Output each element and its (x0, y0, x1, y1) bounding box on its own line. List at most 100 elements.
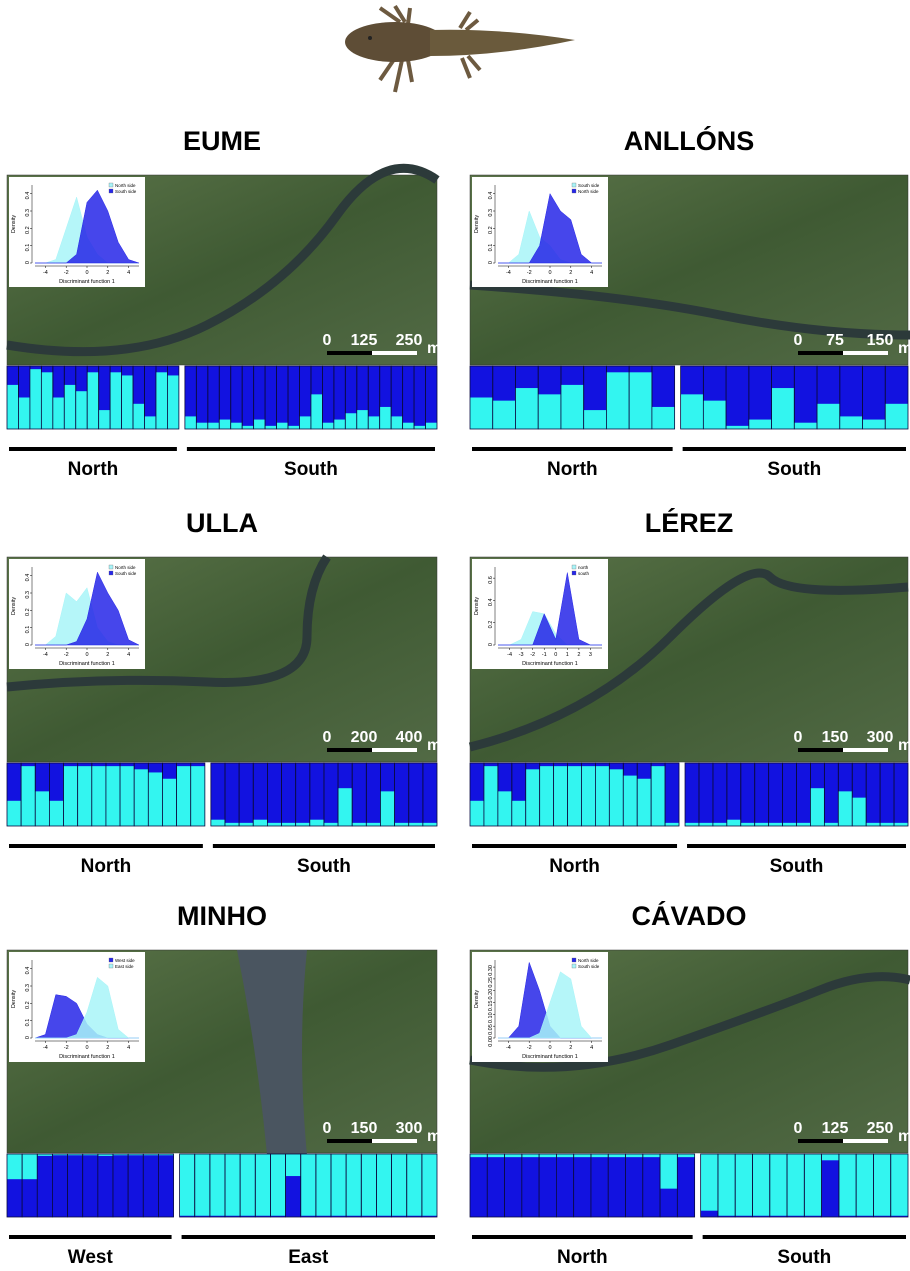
x-tick-label: -2 (64, 1045, 69, 1051)
bar (852, 798, 866, 826)
bar (265, 426, 276, 429)
scale-bar-black (798, 1139, 843, 1143)
y-tick-label: 0.20 (488, 989, 494, 1000)
bar (7, 801, 21, 826)
scale-label: 0 (794, 1120, 803, 1137)
y-tick-label: 0 (488, 261, 494, 264)
bar (493, 401, 516, 429)
scale-label: 0 (794, 729, 803, 746)
panel-title: MINHO (177, 901, 267, 931)
y-tick-label: 0.4 (25, 192, 31, 200)
bar (522, 1157, 539, 1217)
legend-label: South side (578, 964, 600, 969)
legend-swatch (572, 571, 576, 575)
bar (660, 1189, 677, 1217)
y-tick-label: 0.3 (25, 209, 31, 217)
scale-label: 250 (867, 1120, 894, 1137)
page: {"panels": [ {"title": "EUME", "scale_la… (0, 0, 910, 1271)
legend-label: south (578, 571, 590, 576)
group-label: East (288, 1247, 329, 1266)
bar (366, 823, 380, 826)
group-label: South (767, 459, 821, 480)
x-tick-label: -2 (527, 1045, 532, 1051)
bar (310, 820, 324, 826)
bar (299, 416, 310, 429)
y-tick-label: 0.6 (488, 576, 494, 584)
bar (426, 423, 437, 429)
bar (41, 372, 52, 429)
bar (515, 388, 538, 429)
group-underline (182, 1235, 435, 1239)
bar (277, 423, 288, 429)
bar (324, 823, 338, 826)
x-tick-label: -2 (527, 270, 532, 276)
group-label: North (547, 459, 598, 480)
scale-bar-black (327, 748, 372, 752)
bar (395, 823, 409, 826)
bar (470, 1157, 487, 1217)
bar (380, 791, 394, 826)
y-tick-label: 0.2 (488, 621, 494, 629)
scale-label: 300 (867, 729, 894, 746)
scale-bar-black (327, 1139, 372, 1143)
x-tick-label: -4 (507, 652, 512, 658)
scale-label: 125 (351, 332, 378, 349)
bar (219, 420, 230, 429)
bar (231, 423, 242, 429)
bar (703, 401, 726, 429)
bar (581, 766, 595, 826)
scale-bar-white (843, 351, 888, 355)
y-axis-label: Density (11, 597, 17, 616)
bar (120, 766, 134, 826)
bar (797, 823, 811, 826)
y-tick-label: 0.00 (488, 1036, 494, 1047)
bar (21, 766, 35, 826)
legend-swatch (572, 565, 576, 569)
bar (414, 426, 425, 429)
y-tick-label: 0.15 (488, 1001, 494, 1012)
legend-swatch (109, 958, 113, 962)
x-tick-label: 2 (577, 652, 580, 658)
y-tick-label: 0.1 (25, 1019, 31, 1027)
bar (7, 1179, 22, 1217)
bar (885, 404, 908, 429)
bar (334, 420, 345, 429)
y-axis-label: Density (11, 990, 17, 1009)
bar (772, 388, 795, 429)
panel-title: EUME (183, 126, 261, 156)
bar (352, 823, 366, 826)
bar (49, 801, 63, 826)
panel-title: CÁVADO (631, 900, 746, 931)
scale-label: 0 (323, 332, 332, 349)
group-background (180, 1154, 437, 1217)
bar (409, 823, 423, 826)
scale-label: 200 (351, 729, 378, 746)
y-tick-label: 0.4 (25, 574, 31, 582)
bar (52, 1155, 67, 1217)
x-tick-label: 2 (569, 1045, 572, 1051)
bar (167, 375, 178, 429)
y-tick-label: 0.2 (25, 608, 31, 616)
legend-label: South side (115, 189, 137, 194)
bar (53, 398, 64, 430)
y-axis-label: Density (474, 597, 480, 616)
scale-unit: m (898, 737, 910, 754)
x-axis-label: Discriminant function 1 (59, 1054, 115, 1060)
legend-label: West side (115, 958, 135, 963)
scale-label: 150 (822, 729, 849, 746)
bar (68, 1155, 83, 1217)
bar (133, 404, 144, 429)
bar (681, 394, 704, 429)
bar (92, 766, 106, 826)
legend-label: South side (115, 571, 137, 576)
scale-label: 250 (396, 332, 423, 349)
bar (267, 823, 281, 826)
group-underline (472, 447, 673, 451)
scale-unit: m (427, 340, 441, 357)
bar (749, 420, 772, 429)
y-tick-label: 0.3 (25, 984, 31, 992)
x-tick-label: -1 (542, 652, 547, 658)
scale-unit: m (898, 1128, 910, 1145)
y-tick-label: 0 (25, 643, 31, 646)
y-tick-label: 0.3 (488, 209, 494, 217)
